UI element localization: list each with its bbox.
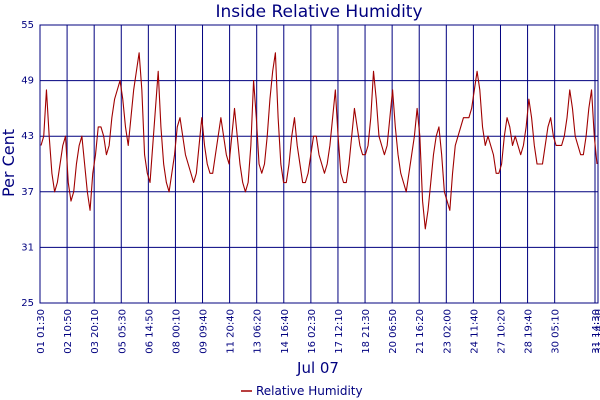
x-tick-label: 09 09:40 [199,309,210,354]
x-axis-ticks: 01 01:30 02 10:50 03 20:10 05 05:30 06 14:50… [36,309,600,354]
x-tick-label: 18 21:30 [361,309,372,354]
x-tick-label: 28 19:40 [524,309,535,354]
grid-lines [39,24,599,304]
y-tick-label: 43 [21,131,34,142]
x-tick-label: 08 00:10 [171,309,182,354]
x-tick-label: 16 02:30 [307,309,318,354]
x-tick-label: 05 05:30 [117,309,128,354]
legend: Relative Humidity [241,384,363,398]
y-axis-label: Per Cent [0,129,18,197]
y-axis-ticks: 25 31 37 43 49 55 [21,20,34,309]
x-tick-label: 21 16:20 [415,309,426,354]
x-tick-label: 27 10:20 [496,309,507,354]
chart-title: Inside Relative Humidity [215,2,422,22]
y-tick-label: 55 [21,20,34,31]
x-tick-label: 17 12:10 [334,309,345,354]
x-tick-label: 31 14:30 [591,309,600,354]
x-tick-label: 14 16:40 [280,309,291,354]
y-tick-label: 37 [21,187,34,198]
x-tick-label: 06 14:50 [144,309,155,354]
y-tick-label: 25 [21,298,34,309]
x-tick-label: 01 01:30 [36,309,47,354]
x-tick-label: 31 14:30 [594,309,600,354]
x-tick-label: 02 10:50 [63,309,74,354]
x-tick-label: 24 11:40 [469,309,480,354]
y-tick-label: 31 [21,242,34,253]
x-tick-label: 13 06:20 [253,309,264,354]
x-tick-label: 20 06:50 [388,309,399,354]
series-layer [40,52,598,230]
series-line-relative-humidity [40,52,598,230]
x-tick-label: 23 02:00 [442,309,453,354]
legend-label: Relative Humidity [256,384,363,398]
x-axis-label: Jul 07 [296,359,339,377]
x-tick-label: 11 20:40 [226,309,237,354]
x-tick-label: 30 05:10 [551,309,562,354]
y-tick-label: 49 [21,76,34,87]
x-tick-label: 03 20:10 [90,309,101,354]
